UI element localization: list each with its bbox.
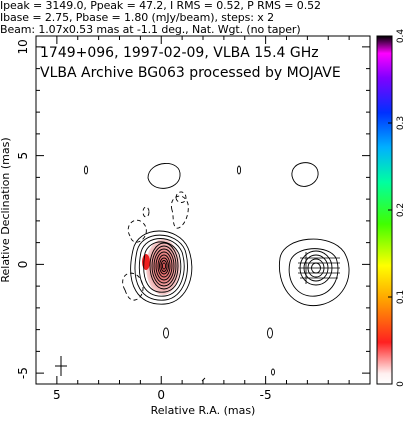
negative-contour [127,219,147,243]
colorbar-tick-label: 0.2 [396,203,406,217]
colorbar-tick-label: 0.4 [396,29,406,44]
plot-frame [35,35,371,385]
axis-tick-labels: 5 0 -5 -5 0 5 10 [16,39,272,402]
core-contour [151,245,177,287]
core-contour [159,257,169,275]
negative-contour [175,191,187,203]
secondary-component [278,162,350,307]
beam-marker [55,356,67,376]
x-tick-label: 5 [53,388,61,402]
header-beam-line: Beam: 1.07x0.53 mas at -1.1 deg., Nat. W… [0,23,301,36]
secondary-hatch [298,252,340,284]
colorbar-tick-label: 0.3 [396,116,406,130]
core-contour [157,254,171,278]
core-contour [155,251,173,281]
y-tick-label: 0 [16,261,30,269]
core-contour [143,241,182,293]
y-tick-label: 5 [16,152,30,160]
core-contour [130,230,193,305]
core-contour [153,248,175,284]
core-contour [149,242,179,290]
y-tick-label: -5 [16,367,30,379]
x-axis-title: Relative R.A. (mas) [151,404,256,417]
core-contour [161,262,167,270]
negative-contour [170,195,189,229]
negative-contour [142,206,150,218]
colorbar-tick-label: 0 [396,381,406,387]
isolated-contour [271,368,275,376]
core-component [83,163,275,382]
secondary-contour [288,248,339,297]
secondary-contour [278,238,350,307]
core-contour [160,260,168,272]
secondary-knot-contour [291,162,319,187]
isolated-contour [83,165,89,175]
colorbar-tick-label: 0.1 [396,290,406,304]
isolated-contour [163,327,169,339]
isolated-contour [267,327,273,339]
isolated-contour [201,377,206,382]
y-tick-label: 10 [16,39,30,54]
header-base-line: Ibase = 2.75, Pbase = 1.80 (mJy/beam), s… [0,11,275,24]
upper-knot-contour [147,163,181,189]
x-tick-label: 0 [157,388,165,402]
chart-subtitle: VLBA Archive BG063 processed by MOJAVE [40,65,341,81]
header-stats-line: Ipeak = 3149.0, Ppeak = 47.2, I RMS = 0.… [0,0,321,12]
colorbar-ticks: 0 0.1 0.2 0.3 0.4 [388,29,406,387]
y-axis-title: Relative Declination (mas) [0,137,12,282]
chart-title: 1749+096, 1997-02-09, VLBA 15.4 GHz [40,45,319,61]
core-peak-patch [142,254,150,270]
axis-ticks [35,36,371,384]
x-tick-label: -5 [260,388,272,402]
negative-contour [122,272,144,301]
core-contour [138,238,185,297]
isolated-contour [236,165,242,175]
core-contour [134,234,188,301]
